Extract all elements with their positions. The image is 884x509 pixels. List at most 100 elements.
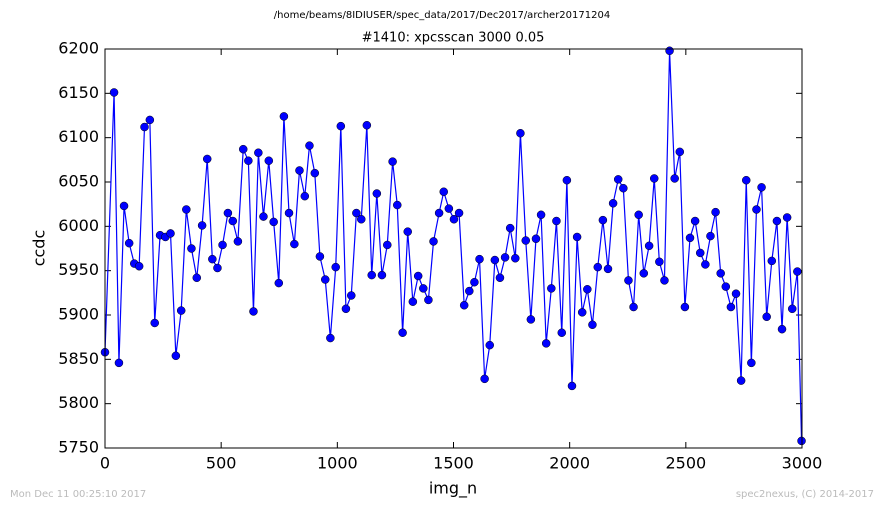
point (624, 276, 633, 285)
point (176, 306, 186, 315)
point (419, 284, 428, 293)
point (690, 216, 700, 226)
point (336, 121, 346, 131)
point (782, 213, 792, 222)
point (511, 254, 520, 263)
x-tick-label: 3000 (782, 454, 823, 473)
point (685, 233, 695, 243)
point (706, 231, 715, 241)
point (562, 175, 572, 185)
x-tick-label: 1000 (317, 454, 358, 473)
point (254, 148, 263, 157)
point (274, 278, 284, 288)
point (547, 284, 556, 293)
point (305, 141, 314, 150)
series-line (104, 50, 803, 441)
point (747, 358, 756, 368)
point (711, 207, 720, 217)
x-tick-label: 2500 (665, 454, 706, 473)
point (326, 333, 335, 343)
point (557, 328, 567, 337)
point (670, 174, 679, 183)
point (454, 208, 464, 218)
point (757, 183, 766, 192)
point (505, 223, 515, 233)
point (192, 273, 202, 283)
point (777, 324, 787, 334)
point (315, 252, 325, 261)
point (150, 318, 159, 328)
point (187, 244, 196, 253)
point (721, 282, 731, 291)
point (372, 189, 382, 198)
y-axis-label: ccdc (30, 230, 49, 267)
point (726, 302, 736, 312)
point (377, 270, 387, 280)
y-tick-label: 6150 (58, 83, 99, 102)
point (279, 112, 289, 121)
y-tick-label: 5850 (58, 349, 99, 368)
plot-frame (104, 48, 803, 449)
point (675, 147, 685, 157)
point (480, 374, 489, 384)
point (244, 156, 253, 165)
point (295, 166, 304, 175)
point (408, 297, 418, 306)
point (639, 269, 649, 278)
point (300, 191, 310, 201)
point (619, 183, 628, 193)
point (341, 304, 351, 314)
point (787, 304, 797, 314)
point (352, 208, 361, 218)
x-tick-label: 1500 (433, 454, 474, 473)
point (613, 175, 623, 184)
point (362, 121, 372, 130)
point (629, 302, 638, 312)
point (383, 240, 392, 250)
point (767, 256, 777, 266)
suptitle: /home/beams/8IDIUSER/spec_data/2017/Dec2… (274, 10, 610, 21)
point (649, 174, 659, 183)
x-tick-label: 0 (100, 454, 110, 473)
point (603, 264, 613, 274)
point (269, 217, 278, 227)
point (665, 46, 674, 56)
point (109, 88, 119, 97)
point (577, 308, 587, 317)
point (521, 236, 531, 245)
point (741, 175, 751, 185)
point (598, 215, 608, 225)
point (424, 295, 433, 305)
point (634, 210, 643, 220)
point (434, 208, 444, 218)
point (470, 277, 479, 287)
point (485, 340, 494, 350)
x-axis-label: img_n (429, 479, 477, 499)
point (772, 216, 782, 226)
point (536, 210, 546, 220)
point (583, 285, 592, 294)
point (331, 262, 340, 272)
point (398, 328, 407, 337)
point (660, 276, 669, 285)
point (762, 312, 771, 322)
y-tick-label: 5900 (58, 305, 99, 324)
point (793, 267, 802, 276)
point (124, 238, 134, 248)
point (208, 254, 217, 264)
footer-left: Mon Dec 11 00:25:10 2017 (10, 489, 146, 500)
point (516, 128, 525, 138)
point (449, 214, 459, 224)
point (213, 263, 222, 273)
point (202, 154, 212, 164)
point (145, 115, 155, 125)
point (388, 157, 397, 166)
point (119, 201, 129, 211)
point (731, 289, 741, 298)
point (140, 122, 149, 132)
point (752, 205, 761, 214)
point (171, 351, 181, 361)
point (347, 291, 356, 300)
point (310, 168, 320, 178)
